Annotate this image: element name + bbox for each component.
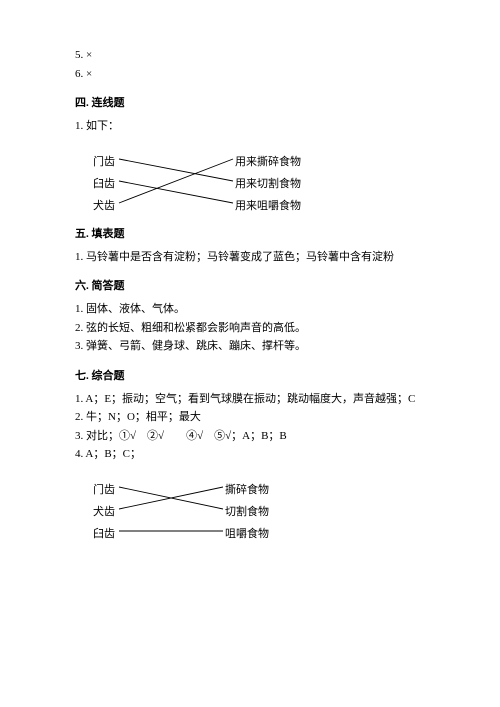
section-5-heading: 五. 填表题	[75, 225, 440, 241]
section-6-heading: 六. 简答题	[75, 277, 440, 293]
section-7-heading: 七. 综合题	[75, 367, 440, 383]
matching-diagram-1: 门齿 臼齿 犬齿 用来撕碎食物 用来切割食物 用来咀嚼食物	[75, 145, 440, 213]
section-7-a1: 1. A；E；振动；空气；看到气球膜在振动；跳动幅度大，声音越强；C	[75, 391, 440, 408]
answer-6: 6. ×	[75, 66, 440, 83]
section-4-heading: 四. 连线题	[75, 94, 440, 110]
section-4-intro: 1. 如下：	[75, 118, 440, 135]
d2-lines	[75, 473, 440, 541]
section-7-a3: 3. 对比；①√ ②√ ④√ ⑤√；A；B；B	[75, 428, 440, 445]
section-6-a1: 1. 固体、液体、气体。	[75, 301, 440, 318]
matching-diagram-2: 门齿 犬齿 臼齿 撕碎食物 切割食物 咀嚼食物	[75, 473, 440, 541]
section-6-a2: 2. 弦的长短、粗细和松紧都会影响声音的高低。	[75, 320, 440, 337]
answer-5: 5. ×	[75, 47, 440, 64]
section-6-a3: 3. 弹簧、弓箭、健身球、跳床、蹦床、撑杆等。	[75, 338, 440, 355]
section-7-a2: 2. 牛；N；O；相平；最大	[75, 409, 440, 426]
section-5-a1: 1. 马铃薯中是否含有淀粉；马铃薯变成了蓝色；马铃薯中含有淀粉	[75, 249, 440, 266]
section-7-a4: 4. A；B；C；	[75, 446, 440, 463]
d1-lines	[75, 145, 440, 213]
